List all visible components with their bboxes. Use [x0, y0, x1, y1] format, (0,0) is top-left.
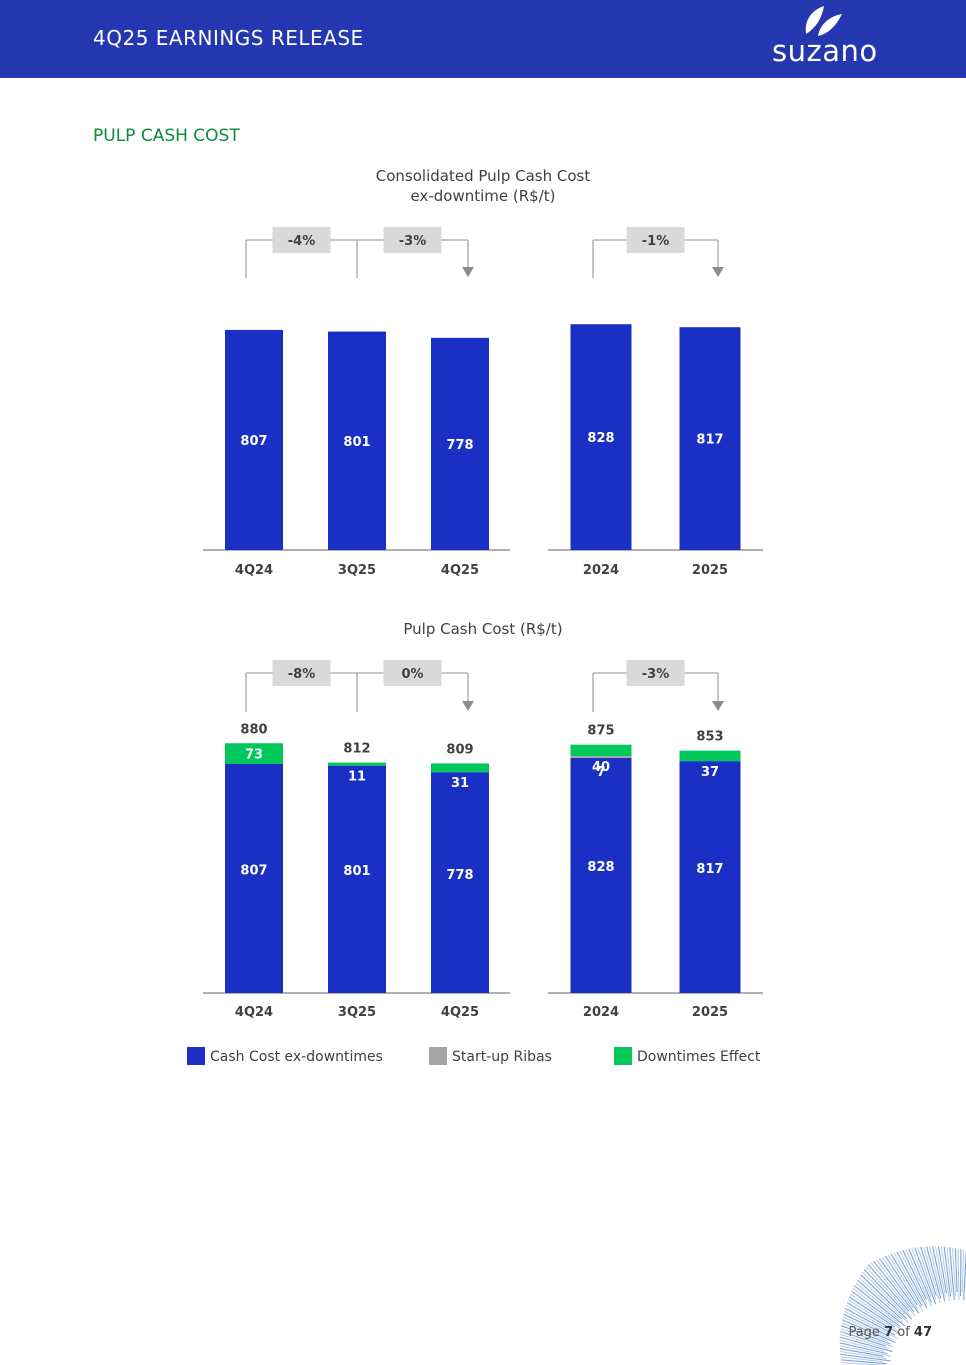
bar-segment-cash-cost-ex-downtimes — [570, 758, 632, 993]
suzano-leaf-icon — [805, 6, 842, 36]
x-tick-label: 2024 — [583, 563, 619, 578]
variation-label: -3% — [399, 234, 426, 249]
variation-arrow-icon — [462, 267, 474, 277]
bar-segment-cash-cost-ex-downtimes — [225, 329, 283, 550]
bar-total-label: 880 — [240, 722, 267, 737]
bar-value-label: 801 — [343, 864, 370, 879]
bar-value-label: 807 — [240, 863, 267, 878]
legend-swatch — [187, 1047, 205, 1065]
bar-value-label: 778 — [446, 868, 473, 883]
pulp-cash-cost-charts: Consolidated Pulp Cash Cost ex-downtime (… — [187, 167, 763, 1065]
chart-title: Pulp Cash Cost (R$/t) — [403, 620, 562, 638]
legend-swatch — [614, 1047, 632, 1065]
variation-label: 0% — [401, 667, 423, 682]
variation-label: -4% — [288, 234, 315, 249]
bar-total-label: 809 — [446, 742, 473, 757]
chart-title: ex-downtime (R$/t) — [411, 187, 556, 205]
bar-total-label: 853 — [696, 730, 723, 745]
bar-segment-cash-cost-ex-downtimes — [431, 337, 489, 550]
variation-label: -3% — [642, 667, 669, 682]
bar-value-label: 37 — [701, 765, 719, 780]
x-tick-label: 3Q25 — [338, 563, 376, 578]
footer-page-number: 7 — [884, 1325, 894, 1340]
decorative-sunburst-graphic — [839, 1246, 966, 1365]
bar-value-label: 817 — [696, 433, 723, 448]
bar-segment-cash-cost-ex-downtimes — [431, 772, 489, 993]
footer-prefix: Page — [848, 1325, 885, 1340]
legend-label: Cash Cost ex-downtimes — [210, 1049, 383, 1065]
bar-value-label: 73 — [245, 748, 263, 763]
bar-value-label: 40 — [592, 760, 610, 775]
bar-value-label: 807 — [240, 434, 267, 449]
variation-badge — [272, 227, 331, 253]
x-tick-label: 3Q25 — [338, 1005, 376, 1020]
bar-segment-start-up-ribas — [570, 756, 632, 759]
section-title: PULP CASH COST — [93, 126, 240, 146]
suzano-logo-text: suzano — [772, 34, 878, 68]
variation-label: -8% — [288, 667, 315, 682]
x-tick-label: 2024 — [583, 1005, 619, 1020]
variation-arrow-icon — [712, 701, 724, 711]
bar-value-label: 11 — [348, 770, 366, 785]
x-tick-label: 4Q24 — [235, 563, 273, 578]
bar-total-label: 812 — [343, 742, 370, 757]
chart-title: Consolidated Pulp Cash Cost — [376, 167, 591, 185]
variation-badge — [626, 660, 685, 686]
bar-segment-cash-cost-ex-downtimes — [570, 324, 632, 550]
bar-segment-cash-cost-ex-downtimes — [328, 765, 386, 993]
bar-value-label: 31 — [451, 776, 469, 791]
variation-arrow-icon — [712, 267, 724, 277]
x-tick-label: 2025 — [692, 563, 728, 578]
bar-value-label: 817 — [696, 862, 723, 877]
variation-badge — [272, 660, 331, 686]
bar-value-label: 828 — [587, 431, 614, 446]
legend-label: Start-up Ribas — [452, 1049, 552, 1065]
header-bar: 4Q25 EARNINGS RELEASE suzano — [0, 0, 966, 78]
bar-segment-downtimes-effect — [679, 750, 741, 762]
footer-middle: of — [893, 1325, 914, 1340]
bar-value-label: 7 — [596, 765, 605, 780]
bar-value-label: 828 — [587, 860, 614, 875]
bar-value-label: 778 — [446, 438, 473, 453]
page-footer: Page 7 of 47 — [848, 1325, 932, 1340]
variation-label: -1% — [642, 234, 669, 249]
legend-label: Downtimes Effect — [637, 1049, 761, 1065]
bar-value-label: 801 — [343, 435, 370, 450]
x-tick-label: 4Q24 — [235, 1005, 273, 1020]
x-tick-label: 4Q25 — [441, 1005, 479, 1020]
bar-segment-downtimes-effect — [570, 744, 632, 757]
report-title: 4Q25 EARNINGS RELEASE — [93, 26, 364, 50]
x-tick-label: 2025 — [692, 1005, 728, 1020]
bar-segment-downtimes-effect — [328, 762, 386, 766]
bar-segment-cash-cost-ex-downtimes — [328, 331, 386, 550]
variation-badge — [626, 227, 685, 253]
bar-total-label: 875 — [587, 724, 614, 739]
footer-page-total: 47 — [913, 1325, 932, 1340]
bar-segment-cash-cost-ex-downtimes — [679, 761, 741, 993]
variation-badge — [383, 660, 442, 686]
bar-segment-downtimes-effect — [225, 743, 283, 764]
variation-arrow-icon — [462, 701, 474, 711]
x-tick-label: 4Q25 — [441, 563, 479, 578]
bar-segment-cash-cost-ex-downtimes — [679, 327, 741, 550]
legend-swatch — [429, 1047, 447, 1065]
variation-badge — [383, 227, 442, 253]
bar-segment-cash-cost-ex-downtimes — [225, 763, 283, 993]
bar-segment-downtimes-effect — [431, 763, 489, 773]
